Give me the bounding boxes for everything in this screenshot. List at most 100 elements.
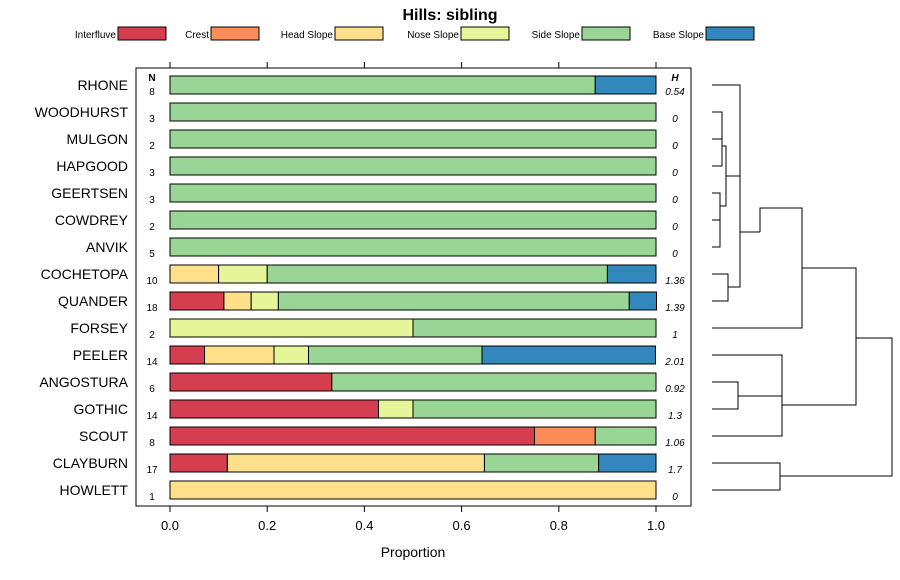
dendrogram-branch: [712, 192, 721, 221]
row-label: GOTHIC: [74, 401, 128, 417]
x-tick-label: 1.0: [647, 518, 665, 533]
bar-segment-side-slope: [169, 156, 657, 176]
row-cowdrey: COWDREY 2 0: [55, 210, 678, 233]
bar-segment-side-slope: [277, 291, 630, 311]
h-value: 0: [672, 168, 678, 179]
x-tick-label: 0.0: [161, 518, 179, 533]
bar-segment-base-slope: [594, 75, 657, 95]
bar-segment-nose-slope: [218, 264, 268, 284]
bar-segment-interfluve: [169, 453, 228, 473]
bar-segment-nose-slope: [377, 399, 414, 419]
n-value: 3: [149, 114, 155, 125]
n-value: 3: [149, 195, 155, 206]
n-value: 10: [146, 276, 158, 287]
dendrogram-branch: [712, 381, 739, 410]
dendrogram-branch: [712, 145, 727, 248]
legend-label-interfluve: Interfluve: [75, 30, 117, 41]
n-value: 18: [146, 303, 158, 314]
row-label: GEERTSEN: [51, 185, 128, 201]
legend-swatch-interfluve: [117, 26, 167, 41]
bar-segment-interfluve: [169, 399, 379, 419]
bar-segment-side-slope: [594, 426, 657, 446]
dendrogram-branch: [728, 176, 741, 288]
n-value: 1: [149, 492, 155, 503]
row-label: PEELER: [73, 347, 128, 363]
legend-swatch-side-slope: [581, 26, 631, 41]
n-value: 2: [149, 330, 155, 341]
dendrogram-branch: [712, 111, 723, 140]
n-value: 8: [149, 438, 155, 449]
dendrogram-branch: [712, 207, 803, 329]
legend-label-nose-slope: Nose Slope: [407, 30, 459, 41]
n-value: 8: [149, 87, 155, 98]
n-value: 5: [149, 249, 155, 260]
n-value: 17: [146, 465, 158, 476]
n-value: 2: [149, 141, 155, 152]
h-value: 0.54: [665, 87, 685, 98]
bar-segment-side-slope: [169, 75, 596, 95]
row-label: RHONE: [77, 77, 128, 93]
bar-segment-base-slope: [606, 264, 657, 284]
bar-segment-interfluve: [169, 426, 535, 446]
h-value: 1.3: [668, 411, 682, 422]
bar-segment-head-slope: [204, 345, 275, 365]
x-tick-label: 0.6: [453, 518, 471, 533]
bar-segment-side-slope: [169, 210, 657, 230]
dendrogram-branch: [712, 273, 729, 302]
h-value: 1: [672, 330, 678, 341]
n-value: 6: [149, 384, 155, 395]
dendrogram-branch: [712, 126, 723, 167]
n-column-header: N: [148, 73, 155, 84]
row-angostura: ANGOSTURA 6 0.92: [39, 372, 685, 395]
bar-segment-side-slope: [266, 264, 608, 284]
x-tick-label: 0.4: [355, 518, 373, 533]
bar-segment-interfluve: [169, 372, 333, 392]
dendrogram: [712, 84, 893, 491]
x-axis-title: Proportion: [381, 544, 446, 560]
bar-segment-nose-slope: [250, 291, 279, 311]
legend-swatch-nose-slope: [460, 26, 510, 41]
bar-segment-side-slope: [169, 102, 657, 122]
bar-segment-side-slope: [483, 453, 600, 473]
row-label: COWDREY: [55, 212, 129, 228]
legend-swatch-base-slope: [705, 26, 755, 41]
bar-segment-side-slope: [169, 183, 657, 203]
row-howlett: HOWLETT 1 0: [60, 480, 678, 503]
row-woodhurst: WOODHURST 3 0: [35, 102, 678, 125]
row-anvik: ANVIK 5 0: [86, 237, 678, 260]
bar-segment-base-slope: [481, 345, 657, 365]
h-value: 1.06: [665, 438, 685, 449]
row-label: QUANDER: [58, 293, 128, 309]
row-label: HOWLETT: [60, 482, 129, 498]
n-value: 2: [149, 222, 155, 233]
x-axis: 0.0 0.2 0.4 0.6 0.8 1.0: [161, 62, 665, 533]
h-value: 0: [672, 141, 678, 152]
row-hapgood: HAPGOOD 3 0: [56, 156, 678, 179]
dendrogram-branch: [712, 84, 760, 233]
h-value: 0: [672, 195, 678, 206]
bar-segment-base-slope: [598, 453, 657, 473]
n-value: 14: [146, 357, 158, 368]
h-value: 0: [672, 249, 678, 260]
n-value: 14: [146, 411, 158, 422]
h-value: 0.92: [665, 384, 685, 395]
bar-segment-base-slope: [628, 291, 657, 311]
row-mulgon: MULGON 2 0: [67, 129, 678, 152]
row-cochetopa: COCHETOPA 10 1.36: [41, 264, 685, 287]
dendrogram-branch: [782, 267, 857, 406]
legend-label-crest: Crest: [185, 30, 209, 41]
row-gothic: GOTHIC 14 1.3: [74, 399, 682, 422]
legend-swatch-head-slope: [334, 26, 384, 41]
bar-segment-head-slope: [226, 453, 485, 473]
bar-segment-side-slope: [331, 372, 657, 392]
row-quander: QUANDER 18 1.39: [58, 291, 685, 314]
h-value: 1.36: [665, 276, 685, 287]
dendrogram-branch: [780, 337, 893, 477]
bar-segment-head-slope: [223, 291, 252, 311]
h-value: 1.7: [668, 465, 682, 476]
chart-title: Hills: sibling: [402, 7, 497, 24]
bar-segment-nose-slope: [273, 345, 310, 365]
bar-segment-side-slope: [308, 345, 483, 365]
